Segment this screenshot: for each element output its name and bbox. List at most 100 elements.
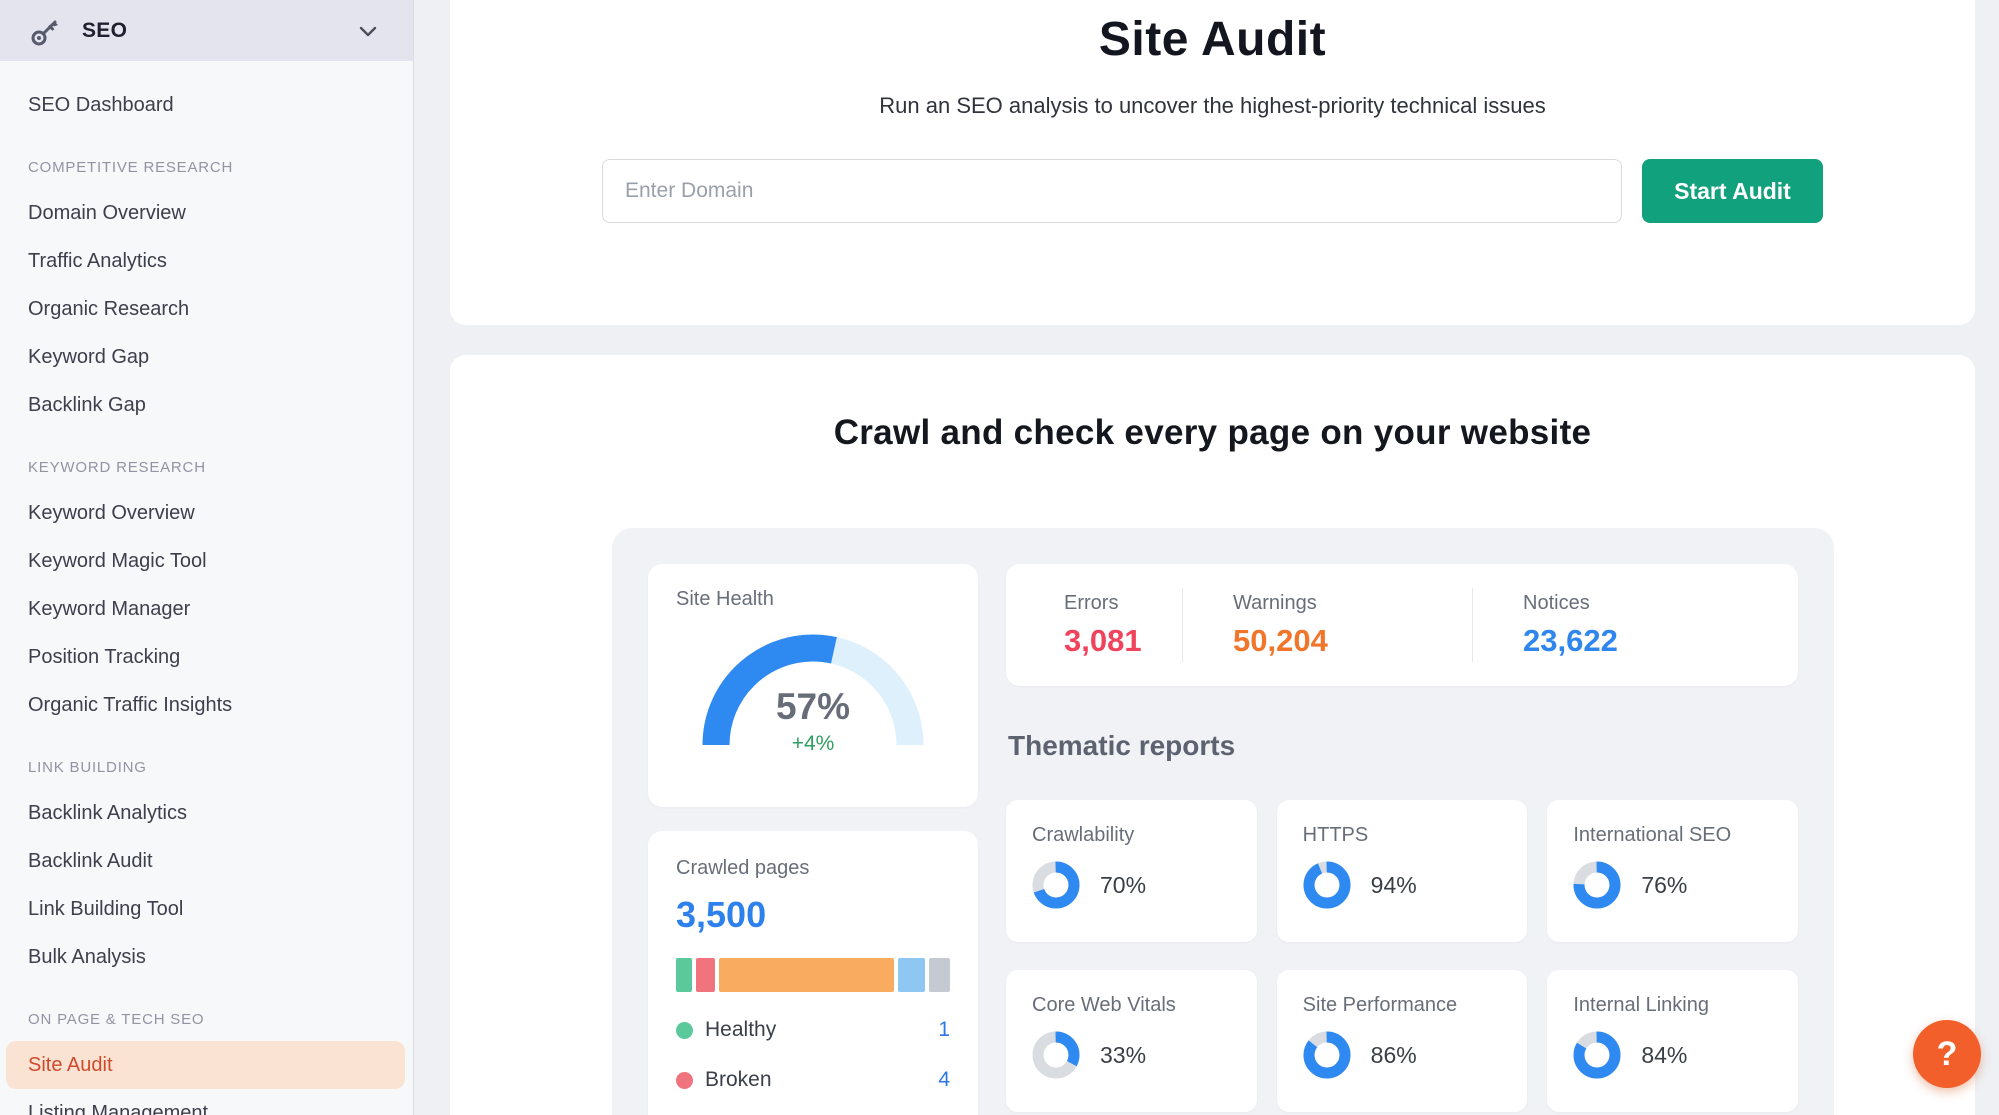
gauge-svg <box>702 634 924 746</box>
tile-label: Core Web Vitals <box>1032 994 1176 1016</box>
legend-value-healthy[interactable]: 1 <box>938 1018 950 1041</box>
sidebar-item-position-tracking[interactable]: Position Tracking <box>28 646 181 668</box>
sidebar-section-keyword-research: KEYWORD RESEARCH <box>28 459 206 476</box>
dashboard-preview: Site Health 57% +4% Crawled pages <box>612 528 1834 1115</box>
legend-row-broken[interactable]: Broken 4 <box>676 1068 950 1092</box>
thematic-tiles: Crawlability 70% HTTPS <box>1006 800 1798 1112</box>
chevron-down-icon[interactable] <box>357 20 379 42</box>
sidebar-section-competitive-research: COMPETITIVE RESEARCH <box>28 159 234 176</box>
tile-international-seo[interactable]: International SEO 76% <box>1547 800 1798 942</box>
tile-https[interactable]: HTTPS 94% <box>1276 800 1528 942</box>
stat-label: Notices <box>1523 591 1590 614</box>
start-audit-button[interactable]: Start Audit <box>1642 159 1823 223</box>
stat-value: 23,622 <box>1523 622 1618 658</box>
tile-core-web-vitals[interactable]: Core Web Vitals 33% <box>1006 970 1257 1112</box>
site-health-gauge: 57% +4% <box>695 621 931 756</box>
tile-label: HTTPS <box>1302 824 1369 846</box>
sidebar-item-backlink-audit[interactable]: Backlink Audit <box>28 850 153 872</box>
sidebar-item-seo-dashboard[interactable]: SEO Dashboard <box>28 94 174 116</box>
site-health-card: Site Health 57% +4% <box>648 564 978 807</box>
donut-chart-icon <box>1032 861 1080 909</box>
bar-segment <box>898 958 925 992</box>
sidebar: SEO SEO Dashboard COMPETITIVE RESEARCH D… <box>0 0 414 1115</box>
sidebar-item-bulk-analysis[interactable]: Bulk Analysis <box>28 946 146 968</box>
crawled-pages-value: 3,500 <box>676 894 767 935</box>
help-button[interactable]: ? <box>1913 1020 1981 1088</box>
tile-value: 76% <box>1641 871 1688 898</box>
legend-value-broken[interactable]: 4 <box>938 1068 950 1091</box>
sidebar-item-keyword-magic-tool[interactable]: Keyword Magic Tool <box>28 550 207 572</box>
tile-site-performance[interactable]: Site Performance 86% <box>1276 970 1528 1112</box>
page-title: Site Audit <box>1098 13 1327 66</box>
tile-value: 94% <box>1370 871 1417 898</box>
sidebar-item-link-building-tool[interactable]: Link Building Tool <box>28 898 184 920</box>
legend-label-healthy: Healthy <box>705 1018 777 1041</box>
tile-crawlability[interactable]: Crawlability 70% <box>1006 800 1257 942</box>
page-subtitle: Run an SEO analysis to uncover the highe… <box>879 93 1546 118</box>
sidebar-item-keyword-overview[interactable]: Keyword Overview <box>28 502 195 524</box>
donut-fill <box>1303 1031 1351 1079</box>
donut-fill <box>1032 1031 1080 1079</box>
site-health-gauge-fill <box>702 634 924 746</box>
stat-value: 3,081 <box>1064 622 1142 658</box>
issues-stats-card: Errors 3,081 Warnings 50,204 Notices 23,… <box>1006 564 1798 686</box>
site-health-delta: +4% <box>791 732 835 755</box>
donut-chart-icon <box>1573 861 1621 909</box>
donut-fill <box>1573 861 1621 909</box>
sidebar-section-on-page-tech-seo: ON PAGE & TECH SEO <box>28 1011 205 1028</box>
section-heading: Crawl and check every page on your websi… <box>833 413 1592 452</box>
tile-label: Crawlability <box>1032 824 1135 846</box>
site-audit-hero-panel: Site Audit Run an SEO analysis to uncove… <box>450 0 1975 325</box>
tile-value: 70% <box>1100 871 1147 898</box>
legend-dot <box>676 1021 693 1039</box>
crawled-pages-label: Crawled pages <box>676 857 810 879</box>
sidebar-item-keyword-manager[interactable]: Keyword Manager <box>28 598 191 620</box>
sidebar-item-domain-overview[interactable]: Domain Overview <box>28 202 186 224</box>
bar-segment <box>695 958 715 992</box>
sidebar-item-site-audit[interactable]: Site Audit <box>6 1041 405 1089</box>
sidebar-title: SEO <box>82 18 128 42</box>
tile-internal-linking[interactable]: Internal Linking 84% <box>1547 970 1798 1112</box>
sidebar-item-listing-management[interactable]: Listing Management <box>28 1102 209 1115</box>
crawled-pages-bar <box>676 958 950 992</box>
sidebar-item-organic-research[interactable]: Organic Research <box>28 298 190 320</box>
site-health-value: 57% <box>775 686 851 727</box>
domain-input[interactable] <box>602 159 1622 223</box>
sidebar-header-seo[interactable]: SEO <box>0 0 413 61</box>
seo-key-icon <box>31 20 58 45</box>
donut-fill <box>1032 861 1080 909</box>
crawled-pages-card: Crawled pages 3,500 Healthy 1 Broken 4 <box>648 831 978 1115</box>
main-content: Site Audit Run an SEO analysis to uncove… <box>415 0 1999 1115</box>
donut-chart-icon <box>1303 861 1351 909</box>
bar-segment <box>718 958 895 992</box>
donut-fill <box>1573 1031 1621 1079</box>
sidebar-item-keyword-gap[interactable]: Keyword Gap <box>28 346 150 368</box>
stat-value: 50,204 <box>1233 622 1328 658</box>
stat-label: Errors <box>1064 591 1119 614</box>
legend-label-broken: Broken <box>705 1068 772 1091</box>
legend-dot <box>676 1071 693 1089</box>
sidebar-item-traffic-analytics[interactable]: Traffic Analytics <box>28 250 167 272</box>
tile-value: 86% <box>1370 1041 1417 1068</box>
tile-value: 84% <box>1641 1041 1688 1068</box>
stat-warnings[interactable]: Warnings 50,204 <box>1182 588 1472 662</box>
donut-chart-icon <box>1573 1031 1621 1079</box>
sidebar-section-link-building: LINK BUILDING <box>28 759 147 776</box>
donut-chart-icon <box>1032 1031 1080 1079</box>
tile-value: 33% <box>1100 1041 1147 1068</box>
tile-label: International SEO <box>1573 824 1732 846</box>
legend-row-healthy[interactable]: Healthy 1 <box>676 1018 950 1042</box>
audit-form: Start Audit <box>450 159 1975 223</box>
bar-segment <box>676 958 692 992</box>
site-health-label: Site Health <box>676 588 774 610</box>
sidebar-nav: SEO Dashboard COMPETITIVE RESEARCH Domai… <box>0 61 413 1115</box>
stat-notices[interactable]: Notices 23,622 <box>1472 588 1792 662</box>
thematic-reports-heading: Thematic reports <box>1008 730 1236 761</box>
sidebar-item-organic-traffic-insights[interactable]: Organic Traffic Insights <box>28 694 233 716</box>
donut-chart-icon <box>1303 1031 1351 1079</box>
stat-label: Warnings <box>1233 591 1317 614</box>
sidebar-item-backlink-gap[interactable]: Backlink Gap <box>28 394 146 416</box>
tile-label: Internal Linking <box>1573 994 1709 1016</box>
stat-errors[interactable]: Errors 3,081 <box>1012 592 1182 659</box>
sidebar-item-backlink-analytics[interactable]: Backlink Analytics <box>28 802 187 824</box>
